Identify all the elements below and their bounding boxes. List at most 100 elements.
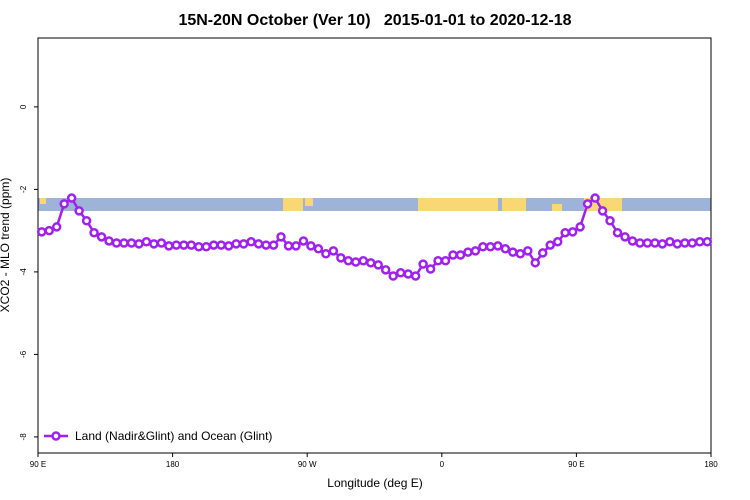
legend-swatch-marker: [51, 431, 61, 441]
data-point: [657, 239, 668, 249]
data-point: [231, 239, 241, 249]
data-point: [500, 244, 511, 254]
data-point: [597, 206, 608, 216]
data-point: [194, 241, 204, 252]
data-point: [567, 227, 578, 237]
data-point: [89, 227, 99, 238]
data-point: [96, 232, 107, 242]
data-point: [478, 241, 488, 252]
data-point: [665, 237, 675, 247]
data-point: [635, 238, 645, 248]
data-point: [343, 256, 354, 266]
data-point: [575, 222, 585, 232]
data-point: [425, 264, 436, 274]
data-point: [321, 249, 331, 259]
data-point: [268, 240, 279, 250]
data-point: [410, 271, 421, 281]
data-point: [66, 193, 77, 203]
data-point: [485, 241, 496, 252]
data-point: [642, 238, 653, 248]
data-point: [493, 241, 503, 251]
data-point: [530, 258, 541, 268]
data-point: [119, 238, 129, 248]
data-point: [463, 247, 473, 257]
x-axis-label: Longitude (deg E): [327, 476, 422, 490]
data-point: [261, 240, 271, 250]
data-point: [448, 250, 458, 260]
data-point: [111, 238, 122, 248]
plot-frame: [37, 37, 712, 454]
data-point: [380, 265, 391, 275]
data-point: [545, 240, 555, 250]
data-point: [395, 267, 406, 278]
data-point: [582, 199, 593, 209]
data-point: [156, 238, 167, 248]
data-point: [223, 241, 234, 251]
data-point: [59, 199, 69, 209]
x-tick-label: 90 E: [30, 460, 46, 469]
y-tick-label: -8: [19, 433, 28, 441]
data-point: [538, 248, 548, 258]
data-point: [283, 241, 294, 251]
data-point: [687, 238, 698, 248]
x-tick-label: 90 W: [298, 460, 317, 469]
data-point: [44, 225, 54, 236]
data-point: [81, 215, 92, 226]
y-tick-label: -2: [19, 185, 28, 193]
data-point: [104, 236, 114, 246]
data-point: [171, 240, 182, 250]
data-point: [51, 222, 62, 232]
data-point: [351, 257, 361, 267]
data-point: [695, 237, 705, 247]
data-point: [306, 241, 316, 251]
data-point: [620, 232, 630, 242]
data-point: [672, 239, 683, 249]
data-point: [134, 239, 144, 249]
data-point: [680, 238, 690, 248]
data-point: [126, 238, 137, 248]
data-point: [186, 240, 197, 250]
x-tick-label: 180: [704, 460, 718, 469]
data-point: [590, 193, 600, 203]
data-point: [440, 256, 451, 266]
data-point: [373, 260, 383, 270]
data-point: [246, 237, 256, 247]
data-point: [560, 227, 570, 238]
data-point: [291, 241, 301, 251]
data-point: [238, 239, 249, 249]
data-point: [36, 227, 47, 237]
data-point: [298, 236, 309, 246]
data-point: [508, 247, 518, 257]
data-point: [523, 246, 533, 256]
data-point: [358, 256, 369, 266]
data-point: [149, 239, 159, 249]
y-tick-label: -6: [19, 350, 28, 358]
data-point: [336, 253, 346, 263]
data-point: [403, 269, 413, 279]
data-point: [612, 227, 623, 238]
data-point: [74, 206, 84, 216]
data-point: [388, 271, 398, 281]
data-point: [366, 258, 376, 268]
data-point: [650, 238, 660, 248]
data-point: [433, 256, 443, 266]
legend-label: Land (Nadir&Glint) and Ocean (Glint): [75, 429, 272, 443]
y-tick-label: 0: [19, 104, 28, 109]
x-tick-label: 0: [440, 460, 445, 469]
data-point: [179, 240, 189, 250]
data-point: [253, 239, 264, 249]
map-strip: [38, 198, 711, 211]
data-point: [455, 250, 466, 260]
data-point: [627, 236, 638, 246]
data-point: [515, 249, 526, 259]
data-point: [702, 237, 713, 247]
data-point: [328, 246, 339, 256]
x-tick-label: 90 E: [568, 460, 584, 469]
data-point: [552, 237, 563, 247]
data-point: [201, 241, 211, 252]
data-point: [141, 237, 152, 247]
x-tick-label: 180: [166, 460, 180, 469]
chart-title: 15N-20N October (Ver 10) 2015-01-01 to 2…: [178, 12, 571, 29]
data-point: [605, 215, 615, 226]
y-tick-label: -4: [19, 268, 28, 276]
